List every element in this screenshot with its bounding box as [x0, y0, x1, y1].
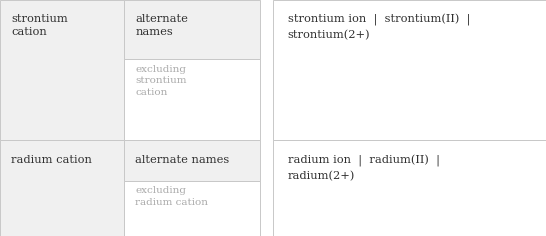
Text: radium cation: radium cation — [11, 155, 92, 164]
Bar — [273, 0, 546, 140]
Text: excluding
strontium
cation: excluding strontium cation — [135, 65, 187, 97]
Text: excluding
radium cation: excluding radium cation — [135, 186, 209, 207]
Text: strontium
cation: strontium cation — [11, 14, 68, 37]
Bar — [0, 0, 124, 140]
Text: alternate names: alternate names — [135, 155, 230, 164]
Bar — [0, 140, 124, 236]
Text: strontium ion  |  strontium(II)  |
strontium(2+): strontium ion | strontium(II) | strontiu… — [288, 14, 470, 41]
Bar — [124, 181, 260, 236]
Text: alternate
names: alternate names — [135, 14, 188, 37]
Text: radium ion  |  radium(II)  |
radium(2+): radium ion | radium(II) | radium(2+) — [288, 155, 440, 181]
Bar — [273, 140, 546, 236]
Bar — [124, 59, 260, 140]
Bar — [124, 0, 260, 59]
Bar — [124, 140, 260, 181]
